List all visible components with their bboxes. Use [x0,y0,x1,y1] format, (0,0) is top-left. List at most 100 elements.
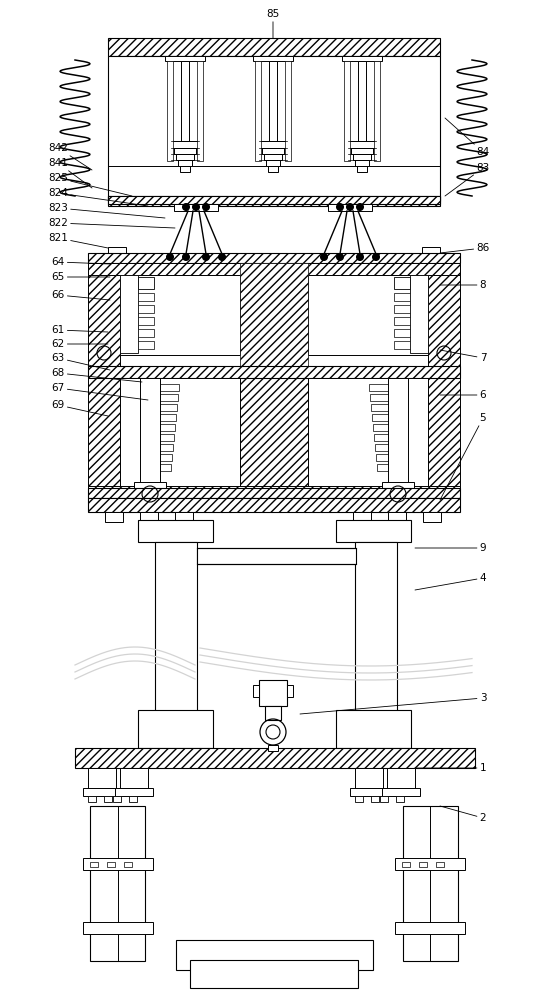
Bar [174,148,196,154]
Bar [370,394,406,401]
Text: 1: 1 [415,763,486,773]
Bar [374,61,380,161]
Bar [174,204,218,211]
Bar [348,141,376,148]
Text: 842: 842 [48,143,92,170]
Text: 2: 2 [440,806,486,823]
Circle shape [193,204,200,211]
Text: 85: 85 [266,9,280,38]
Bar [88,488,460,498]
Bar [394,277,410,289]
Bar [355,796,363,802]
Bar [376,454,400,461]
Bar [88,768,116,788]
Bar [387,768,415,788]
Bar [253,685,259,697]
Text: 62: 62 [51,339,108,349]
Text: 841: 841 [48,158,92,188]
Bar [107,862,115,867]
Bar [395,922,465,934]
Bar [377,464,399,471]
Bar [143,404,177,411]
Bar [336,710,411,748]
Bar [394,329,410,337]
Bar [308,275,428,355]
Circle shape [373,253,380,260]
Bar [253,56,293,61]
Bar [124,862,132,867]
Bar [138,329,154,337]
Bar [83,788,121,796]
Bar [373,424,403,431]
Bar [423,512,441,522]
Circle shape [357,204,364,211]
Bar [355,160,369,166]
Bar [108,196,440,204]
Bar [138,293,154,301]
Bar [388,378,408,493]
Text: 8: 8 [440,280,486,290]
Bar [180,166,190,172]
Bar [351,148,373,154]
Bar [394,305,410,313]
Bar [144,414,176,421]
Bar [358,61,366,141]
Text: 821: 821 [48,233,108,248]
Bar [436,862,444,867]
Bar [129,796,137,802]
Bar [265,706,281,720]
Bar [140,512,158,522]
Bar [108,247,126,255]
Bar [164,254,228,261]
Bar [165,56,205,61]
Bar [134,482,166,492]
Circle shape [346,204,353,211]
Bar [146,434,174,441]
Text: 63: 63 [51,353,110,370]
Bar [138,305,154,313]
Text: 3: 3 [300,693,486,714]
Bar [88,263,120,498]
Bar [83,922,153,934]
Bar [268,166,278,172]
Bar [88,498,460,512]
Bar [155,542,197,752]
Bar [259,141,287,148]
Bar [287,685,293,697]
Bar [145,424,175,431]
Bar [240,263,308,498]
Bar [141,384,179,391]
Circle shape [336,204,344,211]
Bar [120,378,240,488]
Bar [138,520,213,542]
Text: 5: 5 [440,413,486,500]
Bar [178,160,192,166]
Bar [259,680,287,706]
Bar [138,317,154,325]
Bar [402,862,410,867]
Bar [149,464,171,471]
Bar [255,61,261,161]
Bar [353,512,371,522]
Bar [388,512,406,522]
Bar [371,796,379,802]
Text: 84: 84 [445,118,490,157]
Text: 6: 6 [440,390,486,400]
Bar [197,548,356,564]
Text: 61: 61 [51,325,108,335]
Circle shape [357,253,364,260]
Bar [318,254,382,261]
Bar [403,806,458,961]
Bar [88,366,460,378]
Text: 823: 823 [48,203,165,218]
Text: 69: 69 [51,400,108,416]
Text: 822: 822 [48,218,175,228]
Bar [142,394,178,401]
Bar [285,61,291,161]
Bar [268,745,278,751]
Bar [394,341,410,349]
Bar [266,160,280,166]
Bar [419,862,427,867]
Bar [382,482,414,492]
Bar [175,512,193,522]
